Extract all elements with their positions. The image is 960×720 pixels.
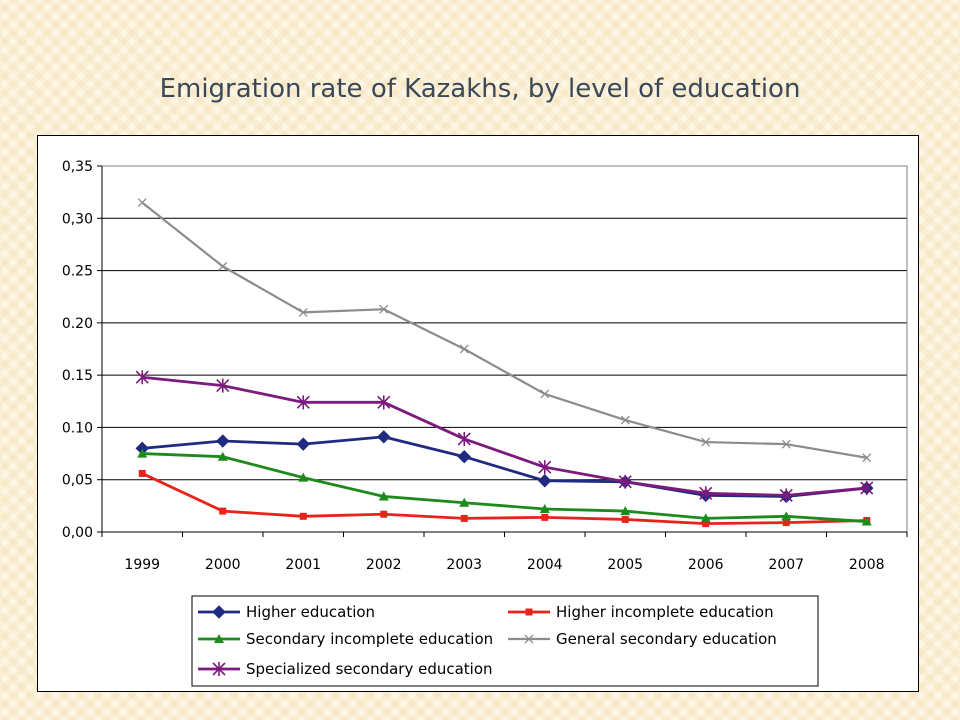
x-tick-label: 2005: [607, 557, 643, 573]
data-point: [525, 608, 533, 616]
data-point: [296, 437, 310, 451]
data-point: [457, 450, 471, 464]
series-2: [138, 469, 871, 528]
x-tick-label: 2007: [768, 557, 804, 573]
chart-title: Emigration rate of Kazakhs, by level of …: [159, 74, 801, 104]
data-point: [138, 469, 146, 477]
legend-entry: General secondary education: [508, 630, 777, 648]
y-tick-label: 0,00: [62, 525, 93, 541]
series-lines: [135, 198, 874, 528]
legend-entry: Specialized secondary education: [198, 660, 493, 678]
x-tick-label: 2001: [285, 557, 321, 573]
data-point: [219, 507, 227, 515]
legend-entry: Secondary incomplete education: [198, 630, 493, 648]
data-point: [378, 491, 389, 501]
data-point: [212, 662, 226, 676]
data-point: [538, 474, 552, 488]
data-point: [135, 370, 149, 385]
series-line: [142, 452, 867, 523]
series-line: [141, 201, 867, 459]
data-point: [779, 488, 793, 503]
x-tick-label: 2006: [688, 557, 724, 573]
data-point: [377, 395, 391, 410]
x-tick-label: 2008: [849, 557, 885, 573]
data-point: [216, 378, 230, 393]
data-point: [540, 389, 550, 399]
legend-label: Specialized secondary education: [246, 660, 493, 678]
data-point: [702, 520, 710, 528]
data-point: [701, 437, 711, 447]
axes: [97, 165, 908, 537]
y-tick-label: 0.15: [62, 368, 93, 384]
data-point: [137, 198, 147, 208]
legend-box: [191, 595, 819, 687]
data-point: [620, 506, 631, 516]
series-1: [135, 430, 874, 504]
x-tick-label: 1999: [124, 557, 160, 573]
data-point: [861, 516, 872, 526]
data-point: [216, 434, 230, 448]
plot-area: [101, 165, 908, 533]
data-point: [379, 304, 389, 314]
legend-label: Secondary incomplete education: [246, 630, 493, 648]
legend: Higher education Higher incomplete educat…: [191, 595, 819, 687]
data-point: [781, 439, 791, 449]
series-line: [142, 435, 867, 498]
data-point: [457, 431, 471, 446]
data-point: [862, 453, 872, 463]
data-point: [214, 634, 224, 643]
series-3: [137, 448, 872, 526]
data-point: [541, 513, 549, 521]
data-point: [539, 503, 550, 513]
legend-entry: Higher incomplete education: [508, 603, 774, 621]
data-point: [298, 472, 309, 482]
data-point: [700, 513, 711, 523]
data-point: [296, 395, 310, 410]
data-point: [860, 481, 874, 496]
y-tick-label: 0,35: [62, 159, 93, 175]
data-point: [459, 344, 469, 354]
data-point: [299, 512, 307, 520]
grid-lines: [102, 165, 907, 481]
data-point: [377, 430, 391, 444]
data-point: [699, 486, 713, 501]
y-tick-label: 0.25: [62, 264, 93, 280]
y-tick-label: 0,30: [62, 211, 93, 227]
data-point: [459, 497, 470, 507]
y-tick-label: 0,05: [62, 473, 93, 489]
data-point: [782, 519, 790, 527]
data-point: [460, 514, 468, 522]
series-4: [137, 198, 872, 463]
data-point: [524, 634, 534, 644]
data-point: [298, 307, 308, 317]
data-point: [781, 511, 792, 521]
x-tick-label: 2003: [446, 557, 482, 573]
y-tick-label: 0.20: [62, 316, 93, 332]
legend-entry: Higher education: [198, 603, 375, 621]
y-tick-labels: 0,00 0,05 0.10 0.15 0.20 0.25 0,30 0,35: [62, 159, 93, 541]
x-tick-label: 2000: [205, 557, 241, 573]
data-point: [618, 474, 632, 489]
legend-label: Higher education: [246, 603, 375, 621]
data-point: [212, 605, 226, 619]
data-point: [137, 448, 148, 458]
data-point: [538, 460, 552, 475]
series-line: [142, 375, 867, 497]
data-point: [621, 515, 629, 523]
data-point: [380, 510, 388, 518]
x-tick-label: 2004: [527, 557, 563, 573]
data-point: [217, 451, 228, 461]
legend-label: General secondary education: [556, 630, 777, 648]
series-5: [135, 370, 874, 503]
series-line: [141, 472, 867, 526]
legend-label: Higher incomplete education: [556, 603, 774, 621]
data-point: [620, 415, 630, 425]
x-tick-label: 2002: [366, 557, 402, 573]
data-point: [218, 261, 228, 271]
y-tick-label: 0.10: [62, 420, 93, 436]
x-tick-labels: 1999 2000 2001 2002 2003 2004 2005 2006 2007 2008: [124, 557, 884, 573]
